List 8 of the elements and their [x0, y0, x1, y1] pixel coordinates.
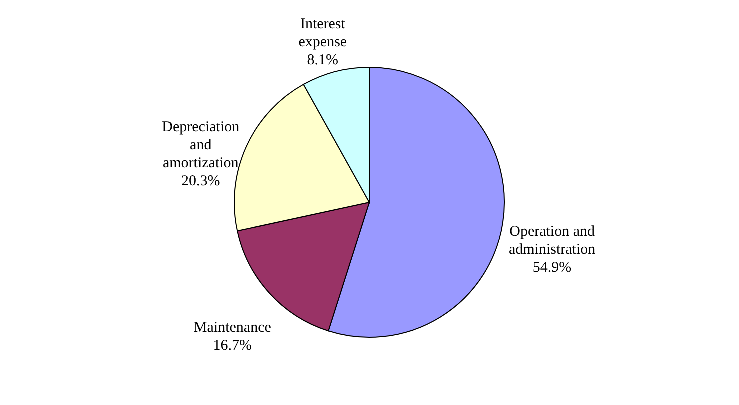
slice-label: Depreciation and amortization [162, 119, 240, 172]
slice-label: Maintenance [194, 320, 272, 336]
slice-label: Operation and administration [508, 224, 596, 258]
data-label: 16.7% [213, 338, 252, 354]
data-label: 54.9% [532, 260, 572, 276]
data-label: 20.3% [182, 173, 220, 190]
slice-label: Interest expense [298, 16, 348, 50]
data-label: 8.1% [307, 52, 339, 68]
